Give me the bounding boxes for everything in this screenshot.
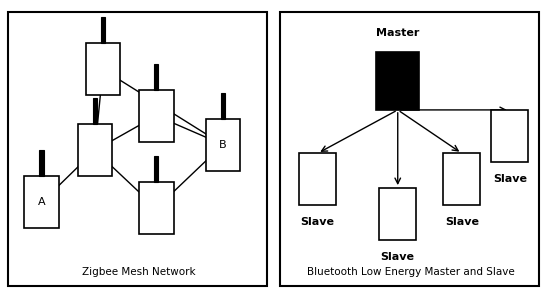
Text: Bluetooth Low Energy Master and Slave: Bluetooth Low Energy Master and Slave [307, 267, 515, 277]
Bar [491, 110, 529, 162]
Bar [443, 153, 481, 205]
Text: Master: Master [376, 28, 420, 38]
Bar [206, 119, 240, 171]
Text: B: B [219, 140, 227, 150]
Bar [101, 17, 105, 43]
Bar [93, 98, 97, 124]
Bar [86, 43, 120, 96]
Bar [139, 182, 174, 234]
Bar [154, 64, 158, 90]
Bar [78, 124, 112, 176]
Bar [24, 176, 59, 228]
Bar [139, 90, 174, 142]
Text: Slave: Slave [445, 217, 479, 227]
Text: Zigbee Mesh Network: Zigbee Mesh Network [82, 267, 196, 277]
Text: Slave: Slave [381, 252, 415, 262]
Bar [221, 93, 225, 119]
Bar [299, 153, 337, 205]
Text: A: A [38, 197, 45, 207]
Bar [40, 150, 43, 176]
Bar [379, 188, 416, 240]
Text: Slave: Slave [493, 173, 527, 183]
Bar [376, 52, 419, 110]
Bar [154, 156, 158, 182]
Text: Slave: Slave [301, 217, 335, 227]
